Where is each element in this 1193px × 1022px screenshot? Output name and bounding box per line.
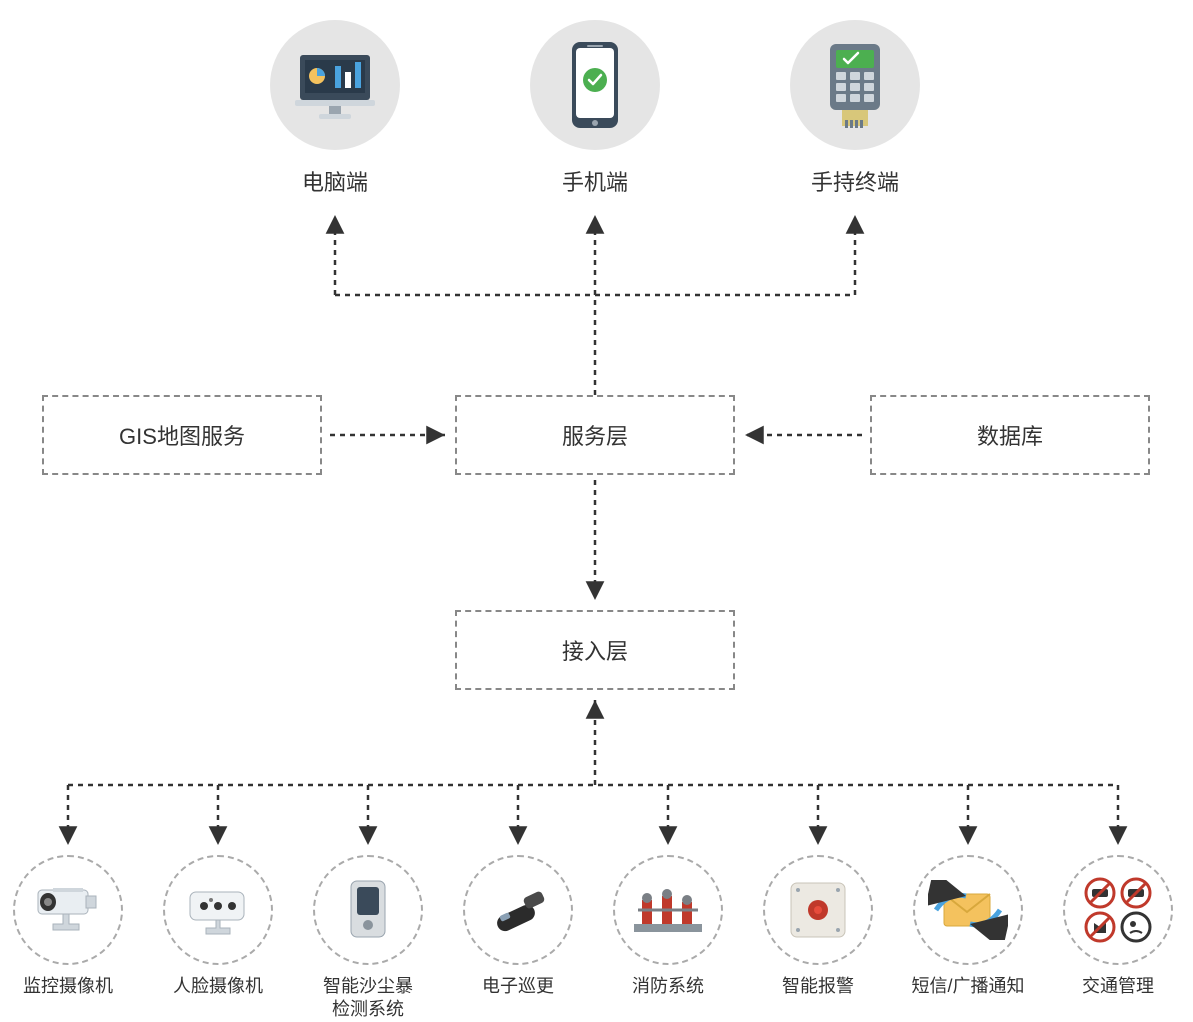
architecture-diagram: 电脑端 手机端 <box>0 0 1193 1017</box>
connectors-overlay <box>0 0 1193 1017</box>
